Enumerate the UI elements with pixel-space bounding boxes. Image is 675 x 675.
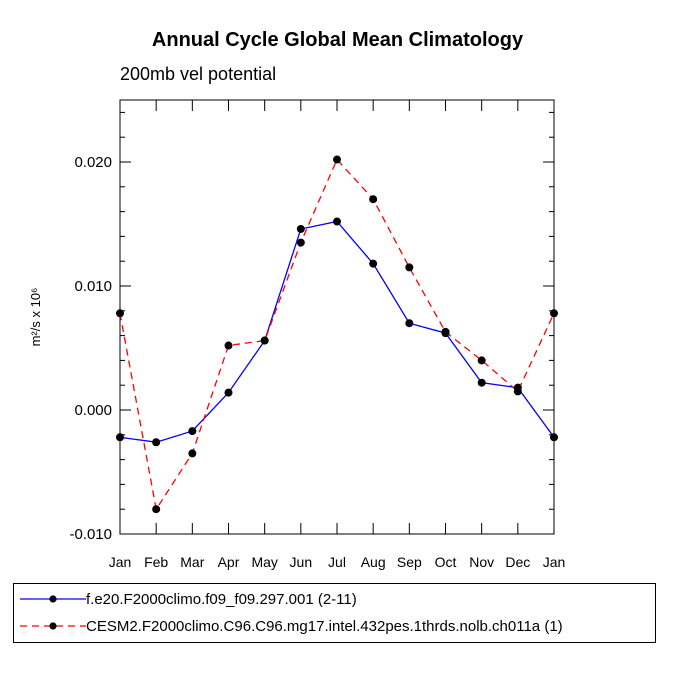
series-1-point: [188, 427, 197, 436]
series-2-point: [296, 238, 305, 247]
plot-frame: [119, 99, 555, 535]
y-tick-label: 0.000: [74, 402, 112, 419]
series-1-point: [296, 224, 305, 233]
series-2-point: [513, 387, 522, 396]
series-line-2: [119, 158, 555, 511]
legend-swatch-1: [20, 595, 86, 603]
chart-title: Annual Cycle Global Mean Climatology: [151, 29, 524, 51]
x-tick-label: Dec: [505, 554, 530, 570]
series-2-point: [188, 449, 197, 458]
x-tick-label: Apr: [218, 554, 240, 570]
x-tick-label: Jan: [543, 554, 566, 570]
series-1-point: [333, 217, 341, 226]
y-axis-label: m²/s x 10⁶: [28, 288, 43, 347]
legend: f.e20.F2000climo.f09_f09.297.001 (2-11) …: [13, 583, 656, 643]
x-tick-label: Oct: [435, 554, 457, 570]
y-tick-label: -0.010: [69, 526, 112, 543]
series-1-point: [116, 433, 124, 442]
legend-label-2: CESM2.F2000climo.C96.C96.mg17.intel.432p…: [86, 618, 563, 635]
series-line-1: [119, 220, 555, 443]
series-2-point: [260, 336, 269, 345]
legend-item-2: CESM2.F2000climo.C96.C96.mg17.intel.432p…: [14, 616, 654, 638]
x-tick-label: Jul: [328, 554, 346, 570]
y-tick-label: 0.020: [74, 154, 112, 171]
series-2-point: [550, 309, 558, 318]
series-2-point: [224, 341, 233, 350]
chart-subtitle: 200mb vel potential: [120, 64, 277, 84]
x-tick-label: Jan: [109, 554, 132, 570]
legend-label-1: f.e20.F2000climo.f09_f09.297.001 (2-11): [86, 591, 357, 608]
series-2-point: [116, 309, 124, 318]
x-tick-label: May: [251, 554, 277, 570]
series-2-point: [441, 327, 450, 336]
series-1-point: [550, 433, 558, 442]
series-1-point: [405, 319, 414, 328]
y-tick-labels: -0.010 0.000 0.010 0.020: [69, 154, 112, 543]
series-2-point: [477, 356, 486, 365]
series-2-point: [405, 263, 414, 272]
x-tick-label: Jun: [290, 554, 313, 570]
chart-plot: -0.010 0.000 0.010 0.020 Jan Feb Mar Apr May Jun…: [28, 99, 566, 570]
x-tick-label: Sep: [397, 554, 422, 570]
series-2-point: [369, 195, 378, 204]
series-1-point: [224, 388, 233, 397]
legend-item-1: f.e20.F2000climo.f09_f09.297.001 (2-11): [14, 589, 654, 611]
series-1-point: [369, 259, 378, 268]
x-tick-label: Nov: [469, 554, 494, 570]
x-tick-label: Feb: [144, 554, 168, 570]
y-tick-label: 0.010: [74, 278, 112, 295]
series-2-point: [152, 505, 161, 514]
legend-swatch-2: [20, 622, 86, 630]
series-layer: [116, 155, 558, 514]
x-tick-labels: Jan Feb Mar Apr May Jun Jul Aug Sep Oct Nov Dec Jan: [109, 554, 566, 570]
x-tick-label: Aug: [361, 554, 386, 570]
series-1-point: [477, 378, 486, 387]
series-2-point: [333, 155, 341, 164]
series-1-point: [152, 438, 161, 447]
x-tick-label: Mar: [180, 554, 204, 570]
axis-ticks: [119, 100, 555, 535]
